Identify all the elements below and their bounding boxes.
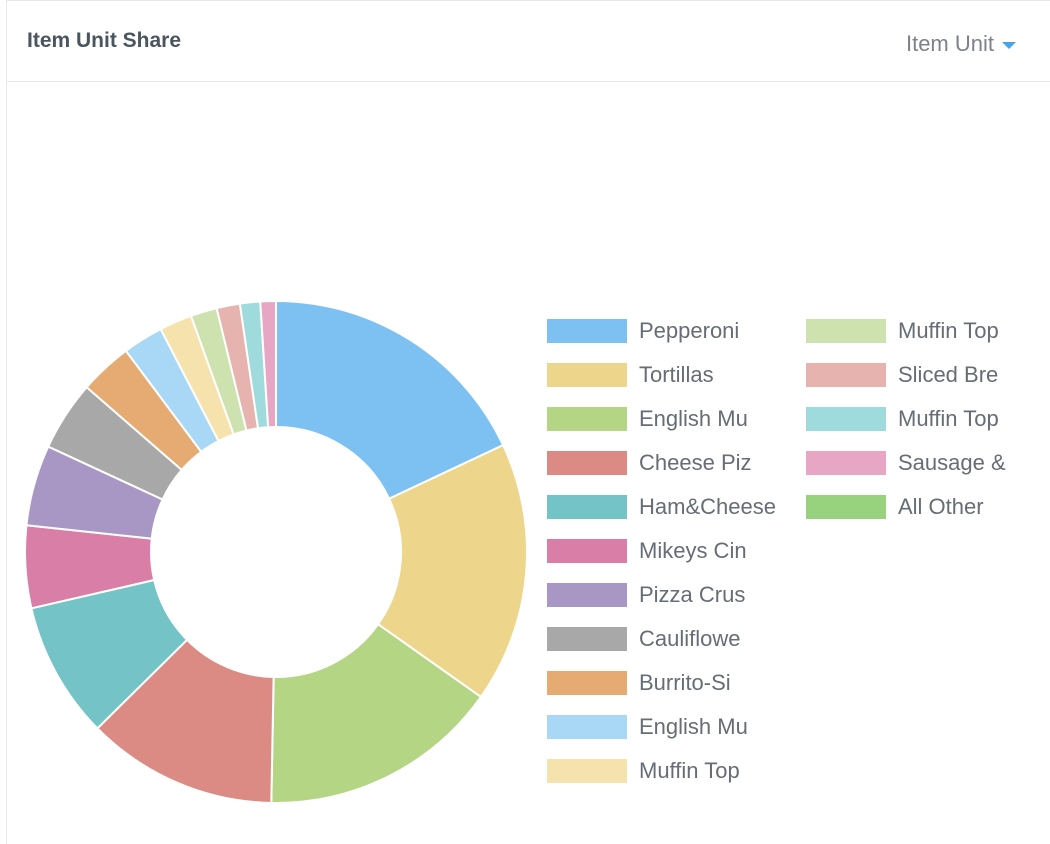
legend-item[interactable]: Muffin Top bbox=[547, 758, 740, 783]
legend-item[interactable]: Ham&Cheese bbox=[547, 494, 776, 519]
legend-item[interactable]: Tortillas bbox=[547, 362, 714, 387]
legend-swatch bbox=[547, 539, 627, 563]
legend-item[interactable]: Muffin Top bbox=[806, 318, 999, 343]
legend-item[interactable]: All Other bbox=[806, 494, 984, 519]
legend-item[interactable]: Muffin Top bbox=[806, 406, 999, 431]
legend-label: Muffin Top bbox=[898, 406, 999, 431]
legend-item[interactable]: English Mu bbox=[547, 714, 748, 739]
legend-item[interactable]: Sliced Bre bbox=[806, 362, 999, 387]
legend-swatch bbox=[547, 759, 627, 783]
legend-label: Pizza Crus bbox=[639, 582, 746, 607]
legend-label: English Mu bbox=[639, 714, 748, 739]
legend-swatch bbox=[547, 627, 627, 651]
legend-swatch bbox=[806, 495, 886, 519]
legend-swatch bbox=[547, 583, 627, 607]
legend-swatch bbox=[806, 363, 886, 387]
donut-slice[interactable] bbox=[259, 299, 277, 429]
legend-label: Ham&Cheese bbox=[639, 494, 776, 519]
legend-item[interactable]: English Mu bbox=[547, 406, 748, 431]
donut-slice[interactable] bbox=[376, 443, 528, 699]
caret-down-icon bbox=[1002, 41, 1016, 49]
legend-swatch bbox=[547, 671, 627, 695]
legend-swatch bbox=[547, 407, 627, 431]
legend-swatch bbox=[547, 451, 627, 475]
legend-item[interactable]: Sausage & bbox=[806, 450, 1006, 475]
legend-item[interactable]: Burrito-Si bbox=[547, 670, 731, 695]
legend-label: Mikeys Cin bbox=[639, 538, 747, 563]
legend-label: Muffin Top bbox=[898, 318, 999, 343]
legend-label: English Mu bbox=[639, 406, 748, 431]
legend-swatch bbox=[547, 715, 627, 739]
legend-item[interactable]: Pepperoni bbox=[547, 318, 740, 343]
card-title: Item Unit Share bbox=[27, 29, 182, 52]
legend-item[interactable]: Cheese Piz bbox=[547, 450, 752, 475]
item-unit-dropdown[interactable]: Item Unit bbox=[906, 31, 1016, 57]
item-unit-dropdown-label: Item Unit bbox=[905, 31, 994, 56]
legend-item[interactable]: Cauliflowe bbox=[547, 626, 741, 651]
legend-item[interactable]: Pizza Crus bbox=[547, 582, 746, 607]
donut-slice[interactable] bbox=[275, 299, 505, 501]
legend-swatch bbox=[806, 407, 886, 431]
legend-swatch bbox=[806, 451, 886, 475]
legend-swatch bbox=[547, 319, 627, 343]
legend-label: Cauliflowe bbox=[639, 626, 741, 651]
legend-item[interactable]: Mikeys Cin bbox=[547, 538, 747, 563]
legend-swatch bbox=[547, 363, 627, 387]
legend-label: Muffin Top bbox=[639, 758, 740, 783]
legend-label: Tortillas bbox=[639, 362, 714, 387]
legend-label: Cheese Piz bbox=[639, 450, 752, 475]
donut-slice[interactable] bbox=[270, 622, 483, 804]
card-header: Item Unit Share Item Unit bbox=[7, 1, 1050, 82]
donut-chart bbox=[24, 299, 528, 804]
legend-swatch bbox=[547, 495, 627, 519]
legend-label: Burrito-Si bbox=[639, 670, 731, 695]
legend-label: All Other bbox=[898, 494, 984, 519]
legend-label: Pepperoni bbox=[639, 318, 740, 343]
legend-label: Sausage & bbox=[898, 450, 1006, 475]
legend-swatch bbox=[806, 319, 886, 343]
legend-label: Sliced Bre bbox=[898, 362, 999, 387]
